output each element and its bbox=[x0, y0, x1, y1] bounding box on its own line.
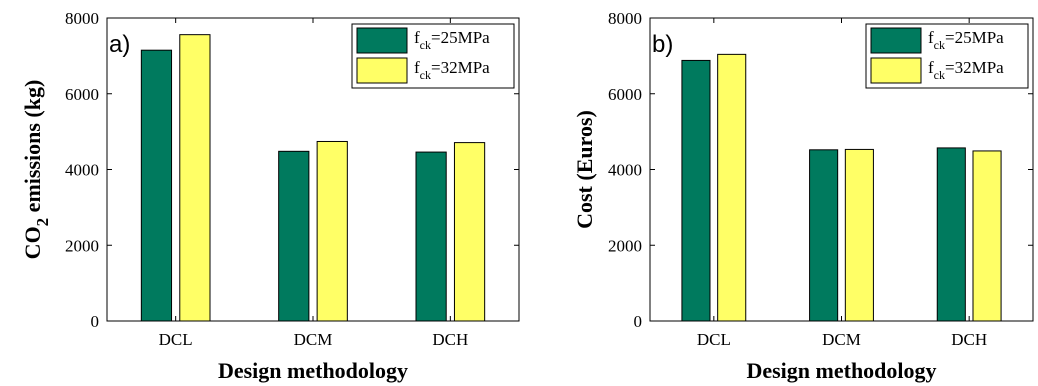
x-tick-label: DCH bbox=[432, 330, 468, 349]
legend-swatch bbox=[356, 27, 408, 54]
x-tick-label: DCM bbox=[294, 330, 333, 349]
x-tick-label: DCL bbox=[159, 330, 193, 349]
bar-dcm-series-2 bbox=[844, 148, 874, 322]
chart-panel-1: DCL DCM DCH 0 2000 4000 6000 8000 a) fck=25MPa fck… bbox=[20, 9, 520, 383]
legend-swatch bbox=[870, 27, 922, 54]
bar-dch-series-1 bbox=[936, 147, 966, 322]
y-tick-label: 0 bbox=[634, 312, 643, 331]
y-axis-label: Cost (Euros) bbox=[572, 110, 597, 229]
bar-dcl-series-2 bbox=[717, 53, 747, 322]
legend-entry: fck=25MPa bbox=[928, 28, 1004, 52]
y-tick-label: 6000 bbox=[608, 85, 642, 104]
plot-frame bbox=[106, 17, 520, 322]
bar-dcl-series-2 bbox=[179, 34, 211, 322]
y-tick-label: 2000 bbox=[65, 236, 99, 255]
x-tick-label: DCM bbox=[822, 330, 861, 349]
legend-entry: fck=25MPa bbox=[414, 28, 490, 52]
bar-dcl-series-1 bbox=[140, 49, 173, 322]
legend-entry: fck=32MPa bbox=[414, 58, 490, 82]
x-tick-label: DCH bbox=[951, 330, 987, 349]
bar-dcl-series-1 bbox=[681, 59, 711, 322]
legend-swatch bbox=[870, 57, 922, 84]
y-tick-label: 8000 bbox=[608, 9, 642, 28]
y-tick-label: 0 bbox=[91, 312, 100, 331]
panel-label: b) bbox=[652, 31, 673, 58]
legend-swatch bbox=[356, 57, 408, 84]
bar-dch-series-1 bbox=[415, 151, 447, 322]
x-axis-label: Design methodology bbox=[746, 358, 936, 383]
y-axis-label: CO2 emissions (kg) bbox=[20, 80, 52, 260]
y-tick-label: 8000 bbox=[65, 9, 99, 28]
plot-frame bbox=[649, 17, 1034, 322]
bar-dcm-series-1 bbox=[809, 149, 839, 322]
x-axis-label: Design methodology bbox=[218, 358, 408, 383]
legend-entry: fck=32MPa bbox=[928, 58, 1004, 82]
bar-dcm-series-2 bbox=[316, 140, 348, 322]
panel-label: a) bbox=[109, 31, 130, 58]
x-tick-label: DCL bbox=[697, 330, 731, 349]
bar-dch-series-2 bbox=[453, 142, 486, 322]
y-tick-label: 4000 bbox=[608, 161, 642, 180]
bar-dch-series-2 bbox=[972, 150, 1002, 322]
y-tick-label: 6000 bbox=[65, 85, 99, 104]
bar-dcm-series-1 bbox=[278, 150, 310, 322]
y-tick-label: 2000 bbox=[608, 236, 642, 255]
chart-panel-2: DCL DCM DCH 0 2000 4000 6000 8000 b) fck=25MPa fck… bbox=[572, 9, 1034, 383]
y-tick-label: 4000 bbox=[65, 161, 99, 180]
